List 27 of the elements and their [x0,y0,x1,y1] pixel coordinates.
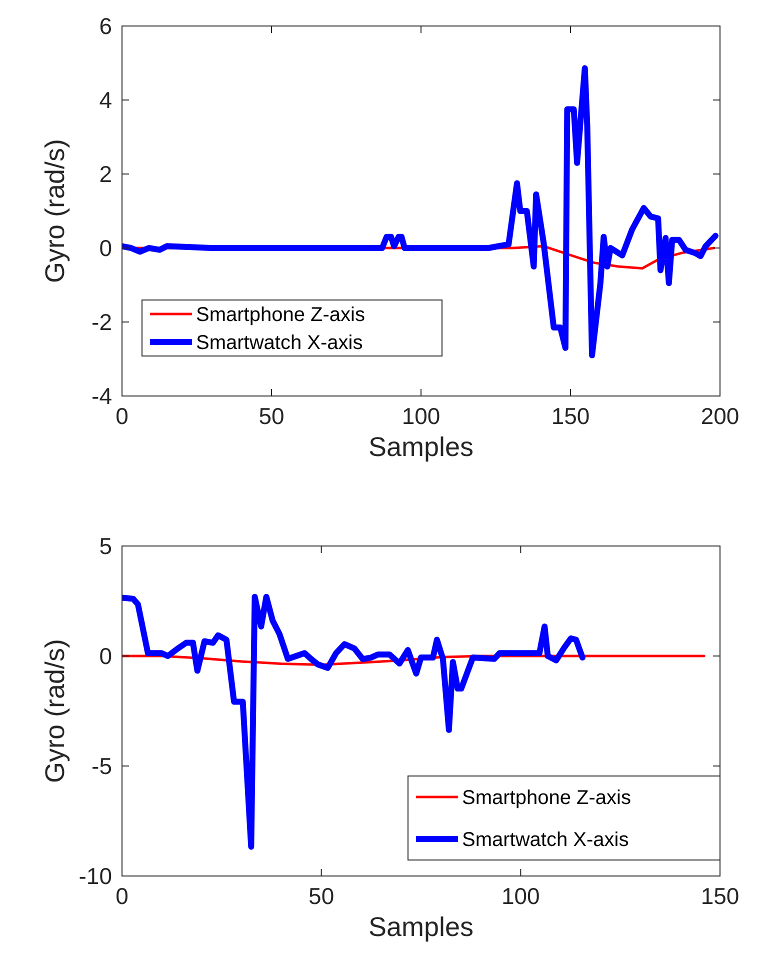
x-tick-label: 0 [116,883,128,909]
legend-label: Smartphone Z-axis [462,787,631,809]
y-tick-label: 5 [99,533,112,559]
y-tick-label: 6 [99,13,112,39]
y-tick-label: -4 [92,383,112,409]
y-tick-label: -5 [92,753,112,779]
y-axis-title: Gyro (rad/s) [40,138,70,284]
y-tick-label: -2 [92,309,112,335]
y-axis-title: Gyro (rad/s) [40,638,70,784]
x-tick-label: 100 [402,403,440,429]
x-axis-title: Samples [368,432,474,462]
y-tick-label: 2 [99,161,112,187]
x-tick-label: 150 [700,883,740,909]
x-tick-label: 100 [501,883,540,909]
y-tick-label: 0 [99,235,112,261]
y-tick-label: 0 [99,643,112,669]
x-tick-label: 50 [308,883,334,909]
y-tick-label: 4 [99,87,112,113]
x-axis-title: Samples [368,912,474,942]
x-tick-label: 0 [116,403,128,429]
legend-label: Smartwatch X-axis [462,829,629,851]
x-tick-label: 150 [551,403,590,429]
y-tick-label: -10 [78,863,112,889]
x-tick-label: 50 [258,403,284,429]
legend-label: Smartwatch X-axis [196,332,363,354]
x-tick-label: 200 [700,403,740,429]
legend-label: Smartphone Z-axis [196,304,365,326]
